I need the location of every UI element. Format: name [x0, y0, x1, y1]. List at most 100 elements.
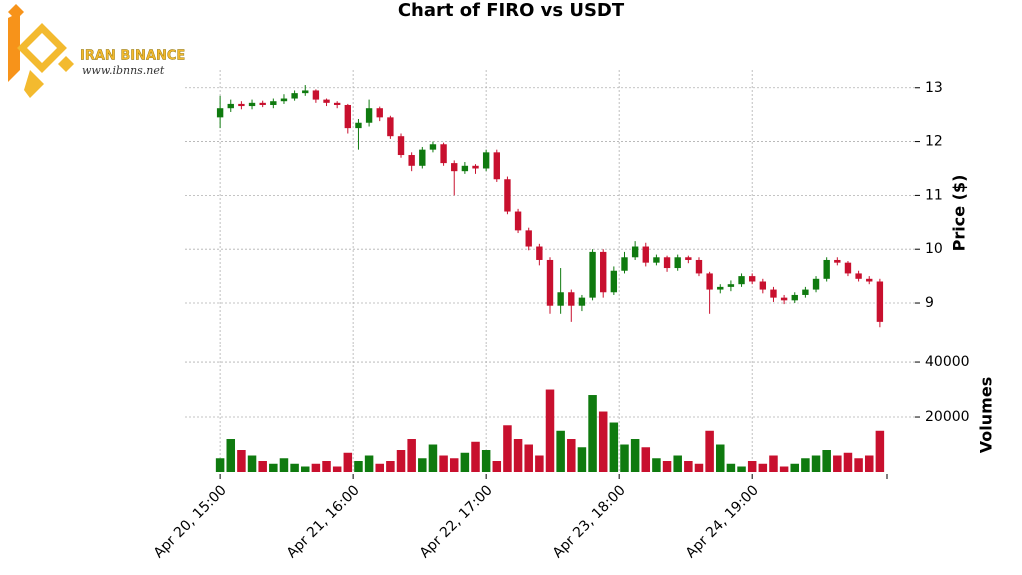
volume-bar — [449, 458, 459, 472]
volume-bar — [503, 425, 512, 472]
logo-name: IRAN BINANCE — [80, 49, 185, 64]
volume-bar — [747, 461, 757, 472]
candle-body — [589, 251, 596, 298]
candle-body — [227, 103, 234, 109]
volume-bar — [790, 463, 800, 472]
candle-body — [610, 270, 618, 293]
y-tick-label: 13 — [925, 80, 943, 96]
x-tick-label: Apr 22, 17:00 — [417, 482, 496, 561]
candle-body — [685, 257, 692, 260]
volume-bar — [598, 411, 608, 472]
volume-bar — [864, 455, 874, 472]
logo-shape — [58, 56, 74, 72]
volume-bar — [311, 463, 321, 472]
candle-body — [546, 259, 554, 306]
candle-body — [557, 292, 564, 306]
logo-shape — [17, 23, 67, 73]
volume-bar — [588, 395, 597, 472]
volume-bar — [524, 444, 533, 472]
logo: IRAN BINANCE www.ibnns.net — [8, 4, 186, 98]
volume-bar — [332, 466, 342, 472]
volume-bar — [269, 463, 278, 472]
volume-bar — [758, 463, 768, 472]
y-tick-label: 10 — [925, 241, 943, 257]
volume-bar — [662, 461, 672, 472]
candle-body — [270, 101, 277, 105]
volume-bar — [779, 466, 789, 472]
volume-axis-label: Volumes — [977, 377, 996, 453]
volume-bar — [822, 450, 831, 472]
volume-bar — [769, 455, 778, 472]
candle-body — [759, 281, 767, 290]
volume-bar — [258, 461, 267, 472]
volume-bar — [609, 422, 619, 472]
candle-body — [727, 284, 735, 287]
volume-bar — [290, 463, 299, 472]
logo-url: www.ibnns.net — [82, 64, 165, 77]
candle-body — [866, 278, 873, 282]
chart-title: Chart of FIRO vs USDT — [398, 0, 625, 21]
candle-body — [451, 163, 458, 172]
volume-bar — [535, 455, 544, 472]
candle-body — [674, 257, 681, 269]
candle-body — [642, 246, 649, 263]
volume-bar — [237, 450, 246, 472]
volume-bar — [460, 452, 470, 472]
volume-bar — [556, 430, 565, 472]
volume-bar — [481, 450, 491, 472]
candle-body — [482, 152, 490, 169]
candle-body — [291, 93, 298, 99]
candle-body — [440, 144, 447, 164]
volume-bar — [705, 430, 714, 472]
candle-body — [600, 251, 607, 293]
candle-body — [780, 297, 788, 301]
candle-body — [653, 257, 660, 263]
volume-bar — [407, 439, 416, 472]
candle-body — [387, 117, 394, 137]
volume-bar — [513, 439, 523, 472]
candle-body — [408, 155, 415, 166]
volume-bar — [843, 452, 853, 472]
volume-bar — [226, 439, 236, 472]
candle-body — [397, 136, 405, 156]
candle-body — [568, 292, 575, 306]
volume-bar — [428, 444, 438, 472]
volume-bar — [215, 458, 225, 472]
x-tick-label: Apr 20, 15:00 — [151, 482, 230, 561]
volume-bar — [716, 444, 725, 472]
volume-bar — [439, 455, 448, 472]
volume-bar — [652, 458, 661, 472]
candle-body — [514, 211, 522, 231]
candle-body — [365, 108, 373, 123]
volume-bar — [343, 452, 353, 472]
volume-bar — [875, 430, 885, 472]
volume-bar — [694, 463, 704, 472]
candle-body — [748, 276, 756, 282]
x-tick-label: Apr 24, 19:00 — [683, 482, 762, 561]
candle-body — [738, 276, 745, 285]
x-tick-label: Apr 23, 18:00 — [550, 482, 629, 561]
volume-bar — [300, 466, 310, 472]
candle-body — [536, 246, 543, 260]
volume-bar — [418, 458, 427, 472]
candle-body — [216, 108, 224, 118]
candle-body — [259, 102, 266, 105]
volume-bar — [364, 455, 374, 472]
candle-body — [876, 281, 884, 322]
candle-body — [504, 179, 511, 212]
candle-body — [663, 257, 671, 269]
y-tick-label: 12 — [925, 134, 943, 150]
volume-bar — [492, 461, 502, 472]
candle-body — [312, 90, 320, 100]
candle-body — [461, 165, 469, 172]
volume-bar — [630, 439, 640, 472]
candle-body — [472, 165, 479, 169]
volume-bar — [396, 450, 406, 472]
logo-shape — [8, 4, 24, 20]
y-tick-label: 40000 — [925, 354, 970, 370]
candle-body — [706, 273, 713, 290]
volume-bar — [322, 461, 331, 472]
candle-body — [717, 286, 724, 290]
candle-body — [525, 230, 532, 247]
